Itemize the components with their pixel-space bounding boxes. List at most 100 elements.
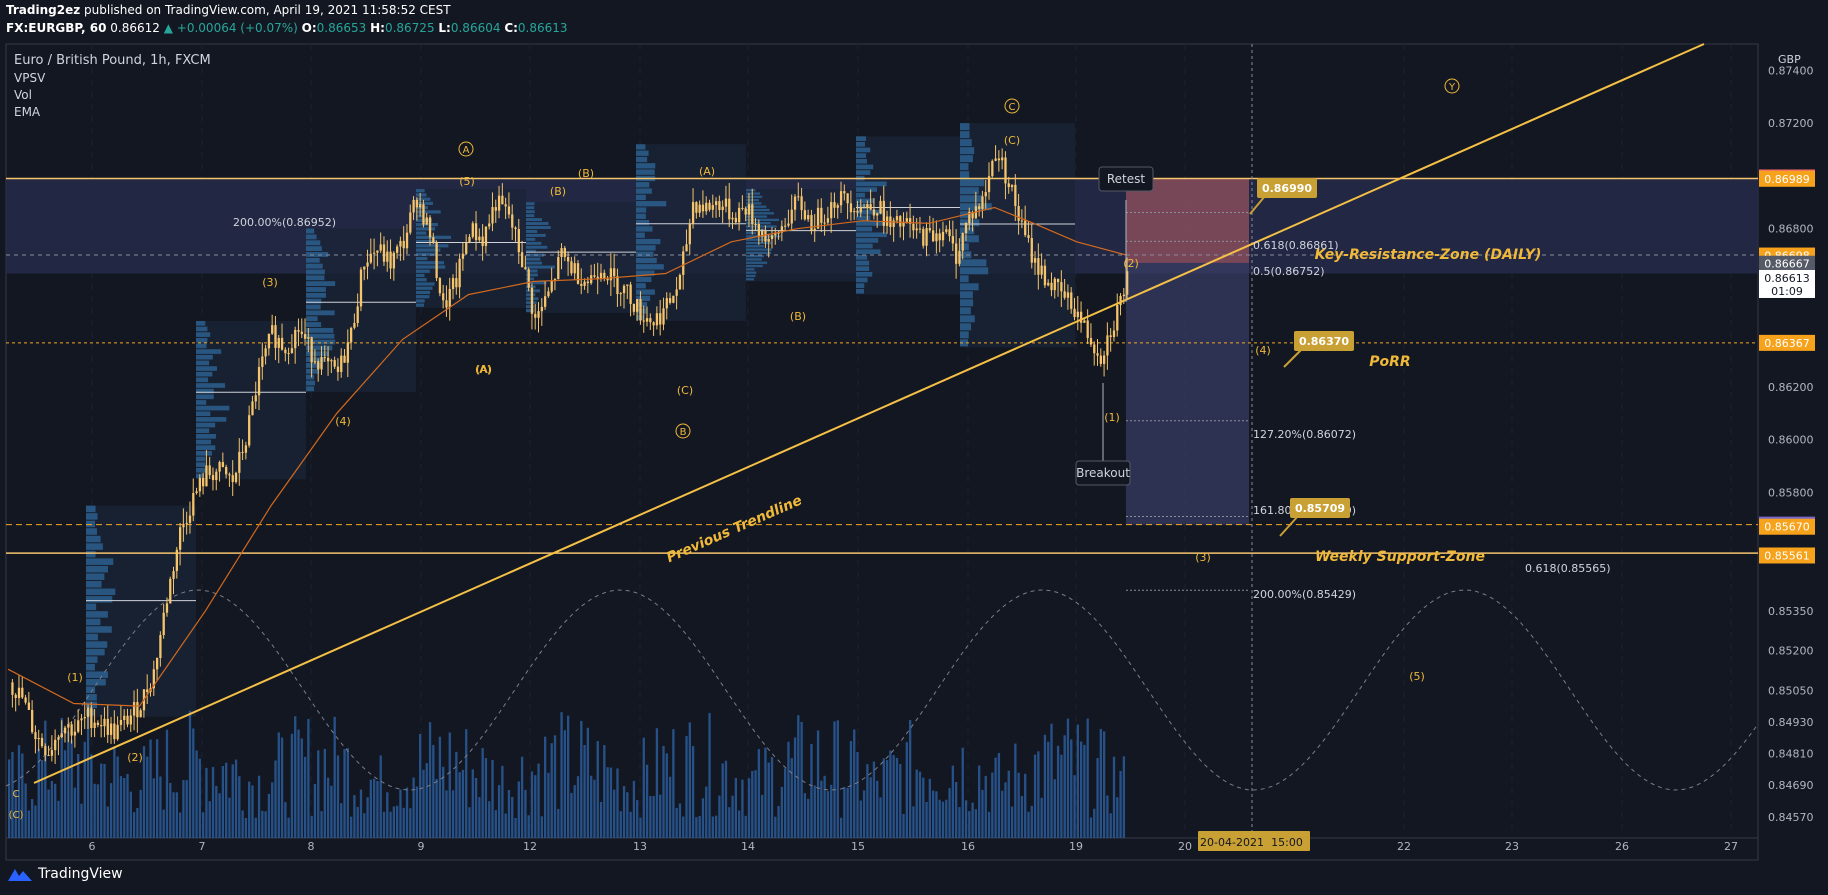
- date-tick: 13: [633, 840, 647, 853]
- wave-circle: [458, 141, 474, 157]
- crosshair-time-box: [1198, 831, 1310, 851]
- wave-label: (A): [475, 363, 491, 376]
- volume-bar: [67, 731, 70, 838]
- volume-profile-row: [856, 141, 865, 147]
- candle-body: [205, 465, 208, 487]
- volume-profile-row: [196, 456, 206, 462]
- volume-bar: [349, 816, 353, 838]
- volume-profile-row: [86, 505, 96, 513]
- candle-body: [599, 272, 603, 279]
- wave-label: (5): [1409, 670, 1425, 683]
- volume-profile-row: [856, 238, 879, 243]
- volume-bar: [208, 801, 211, 838]
- volume-profile-row: [636, 264, 664, 270]
- candle-body: [540, 306, 543, 312]
- candle-body: [869, 204, 872, 210]
- volume-bar: [280, 737, 284, 838]
- price-label-box: [1759, 170, 1815, 187]
- candle-body: [146, 689, 149, 693]
- candle-body: [261, 356, 264, 367]
- volume-profile-row: [636, 207, 647, 213]
- volume-bar: [596, 741, 599, 838]
- volume-bar: [859, 800, 862, 838]
- candle-body: [284, 349, 287, 354]
- volume-profile-row: [856, 215, 871, 221]
- legend-vol[interactable]: Vol: [14, 88, 32, 102]
- time-axis[interactable]: 6 7 8 9 12 13 14 15 16 19 20 22 23 26 27 20-04-2021 15:0…: [89, 831, 1739, 853]
- volume-profile-row: [416, 206, 428, 210]
- candle-body: [349, 327, 353, 343]
- volume-bar: [537, 763, 540, 838]
- candle-body: [458, 258, 461, 288]
- volume-profile-row: [526, 229, 538, 233]
- volume-profile-row: [86, 550, 96, 558]
- volume-profile-row: [86, 573, 105, 580]
- candle-body: [547, 291, 550, 297]
- candle-body: [465, 242, 468, 254]
- volume-bar: [333, 716, 336, 838]
- volume-profile-row: [856, 255, 868, 260]
- price-axis[interactable]: 0.87400 0.87200 0.86800 0.86200 0.86000 0.858…: [1759, 64, 1815, 824]
- price-label-box: [1759, 269, 1815, 298]
- date-tick: 23: [1505, 840, 1519, 853]
- candle-body: [376, 250, 379, 253]
- volume-bar: [149, 739, 152, 838]
- volume-profile-row: [416, 303, 424, 307]
- candle-body: [981, 196, 984, 209]
- reward-zone: [1126, 262, 1249, 525]
- volume-profile-row: [526, 293, 536, 297]
- volume-bar: [800, 721, 803, 838]
- trendline[interactable]: [33, 43, 1705, 784]
- candle-body: [419, 204, 422, 208]
- wave-label-circled: C: [1009, 102, 1016, 113]
- volume-bar: [928, 778, 932, 838]
- volume-bar: [895, 757, 899, 838]
- volume-bar: [113, 746, 116, 838]
- volume-bar: [399, 789, 402, 838]
- previous-trendline[interactable]: [33, 43, 1705, 784]
- volume-bar: [691, 746, 695, 838]
- candle-body: [770, 235, 774, 240]
- volume-profile-row: [856, 243, 873, 249]
- legend-vpsv[interactable]: VPSV: [14, 71, 46, 85]
- wave-label: (B): [550, 185, 566, 198]
- price-label-text: 0.86613: [1764, 272, 1810, 285]
- candle-body: [225, 466, 228, 475]
- volume-profile-row: [196, 349, 222, 354]
- volume-bar: [93, 783, 96, 838]
- volume-bar: [501, 765, 504, 838]
- volume-profile-row: [746, 248, 772, 251]
- candle-body: [1112, 330, 1116, 338]
- legend-ema[interactable]: EMA: [14, 105, 41, 119]
- volume-profile-row: [960, 267, 989, 275]
- volume-profile-row: [960, 243, 969, 251]
- candle-body: [968, 211, 971, 223]
- volume-profile-row: [526, 265, 555, 269]
- volume-profile-row: [746, 261, 768, 264]
- volume-bar: [557, 808, 560, 838]
- volume-profile-row: [306, 310, 335, 316]
- volume-bar: [63, 750, 67, 838]
- author-name[interactable]: Trading2ez: [6, 3, 81, 17]
- candle-body: [231, 475, 234, 483]
- candle-body: [432, 237, 435, 243]
- candle-body: [504, 204, 507, 207]
- wave-circle: [1444, 78, 1460, 94]
- volume-bar: [458, 772, 461, 838]
- volume-bar: [790, 758, 793, 838]
- volume-bar: [846, 787, 849, 838]
- tradingview-logo[interactable]: TradingView: [8, 866, 123, 882]
- candle-body: [21, 687, 24, 698]
- volume-profile: [86, 123, 1075, 717]
- candle-body: [215, 471, 218, 481]
- volume-bar: [534, 775, 537, 838]
- volume-bar: [701, 798, 705, 838]
- volume-bar: [211, 767, 215, 838]
- cycle-curve: [5, 589, 1759, 791]
- volume-bar: [1007, 770, 1010, 838]
- volume-bar: [761, 794, 764, 838]
- volume-profile-row: [636, 156, 648, 163]
- candle-body: [80, 718, 83, 721]
- volume-profile-row: [746, 264, 763, 268]
